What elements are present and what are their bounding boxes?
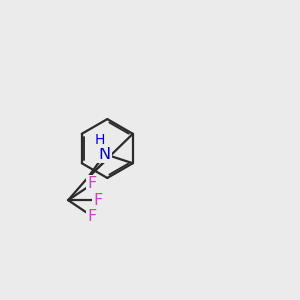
Text: N: N [99, 147, 111, 162]
Text: F: F [93, 193, 102, 208]
Text: F: F [88, 209, 97, 224]
Text: H: H [95, 133, 105, 147]
Text: F: F [88, 176, 97, 191]
